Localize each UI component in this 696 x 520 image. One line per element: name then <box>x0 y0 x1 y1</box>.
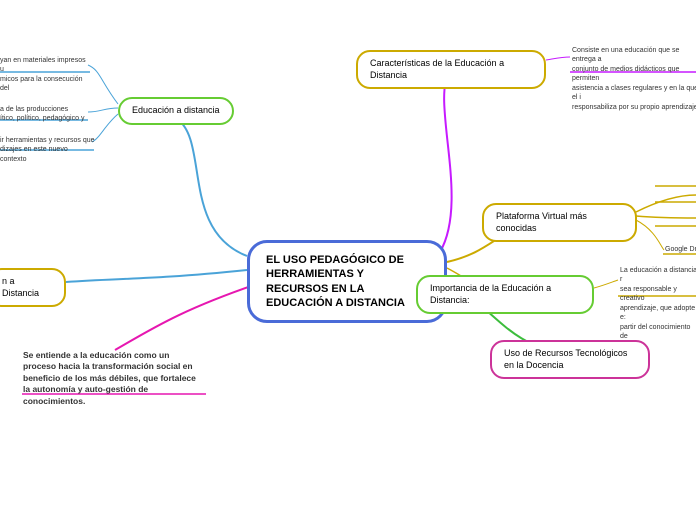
leaf-l2: a de las producciones ítico, político, p… <box>0 105 90 124</box>
node-uso-rec[interactable]: Uso de Recursos Tecnológicos en la Docen… <box>490 340 650 379</box>
node-edu-dist[interactable]: Educación a distancia <box>118 97 234 125</box>
leaf-import-leaf: La educación a distancia r sea responsab… <box>620 266 696 342</box>
node-import[interactable]: Importancia de la Educación a Distancia: <box>416 275 594 314</box>
leaf-l3: ir herramientas y recursos que dizajes e… <box>0 136 95 164</box>
leaf-proc: Se entiende a la educación como un proce… <box>23 350 203 407</box>
node-caract[interactable]: Características de la Educación a Distan… <box>356 50 546 89</box>
leaf-l1: yan en materiales impresos u micos para … <box>0 56 90 94</box>
leaf-caract-leaf: Consiste en una educación que se entrega… <box>572 46 696 112</box>
node-plat[interactable]: Plataforma Virtual más conocidas <box>482 203 637 242</box>
leaf-gdrive: Google Dri <box>665 245 696 254</box>
node-n-dist[interactable]: n a Distancia <box>0 268 66 307</box>
